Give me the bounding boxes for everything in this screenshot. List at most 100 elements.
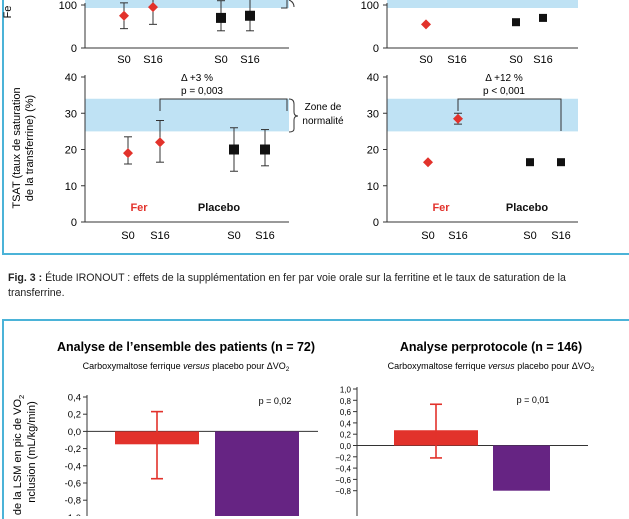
- right-panel-subtitle: Carboxymaltose ferrique versus placebo p…: [388, 361, 595, 373]
- tsat-left-normal-zone: [85, 98, 289, 132]
- zone-label-line1: Zone de: [305, 102, 342, 113]
- top-frame-left-border: [2, 0, 4, 254]
- tsat-left-y-tick-label: 20: [65, 145, 77, 157]
- tsat-left-x-tick-label: S0: [121, 230, 134, 242]
- tsat-right-y-tick-label: 10: [367, 181, 379, 193]
- right-panel-title: Analyse perprotocole (n = 146): [400, 340, 582, 354]
- ferritine-left-x-tick-label: S0: [117, 54, 130, 66]
- tsat-right-y-tick-label: 20: [367, 145, 379, 157]
- left-p-value: p = 0,02: [259, 396, 292, 406]
- vo2-perprotocol-y-tick-label: 0,2: [340, 431, 352, 440]
- figure-caption: Fig. 3 : Étude IRONOUT : effets de la su…: [8, 271, 618, 301]
- vo2-perprotocol-y-tick-label: −0,2: [335, 453, 351, 462]
- vo2-all-patients-y-tick-label: -0,6: [65, 479, 81, 490]
- vo2-all-patients-bar: [215, 431, 299, 516]
- ferritine-left-x-tick-label: S16: [143, 54, 163, 66]
- tsat-right-y-tick-label: 30: [367, 108, 379, 120]
- vo2-all-patients-y-tick-label: 0,4: [68, 393, 81, 404]
- ferritine-right-x-tick-label: S16: [533, 54, 553, 66]
- vo2-perprotocol-y-tick-label: 1,0: [340, 386, 352, 395]
- vo2-all-patients-y-tick-label: -0,2: [65, 444, 81, 455]
- left-panel-subtitle: Carboxymaltose ferrique versus placebo p…: [83, 361, 290, 373]
- tsat-right-y-tick-label: 40: [367, 72, 379, 84]
- left-p-label: p = 0,003: [181, 86, 223, 97]
- ferritine-left-placebo-point: [245, 10, 255, 21]
- top-frame-bottom-border: [2, 253, 629, 255]
- ferritine-right-placebo-point: [539, 13, 547, 22]
- vo2-all-patients-y-tick-label: 0,2: [68, 410, 81, 421]
- tsat-right-fer-point: [453, 113, 463, 124]
- ferritine-zone-brace: [288, 0, 295, 8]
- tsat-left-fer-point: [123, 148, 133, 159]
- left-group-fer-label: Fer: [130, 202, 148, 214]
- vo2-perprotocol-y-tick-label: 0,0: [340, 442, 352, 451]
- ferritine-right-x-tick-label: S0: [509, 54, 522, 66]
- ferritine-left-normal-zone: [85, 0, 289, 8]
- bottom-frame-left-border: [2, 319, 4, 519]
- vo2-axis-label-line2: nclusion (mL/kg/min): [26, 401, 38, 502]
- tsat-right-x-tick-label: S0: [523, 230, 536, 242]
- ferritine-left-placebo-point: [216, 12, 226, 23]
- tsat-right-x-tick-label: S0: [421, 230, 434, 242]
- tsat-right-x-tick-label: S16: [551, 230, 571, 242]
- tsat-left-x-tick-label: S16: [255, 230, 275, 242]
- ferritine-right-normal-zone: [387, 0, 578, 8]
- right-group-placebo-label: Placebo: [506, 202, 548, 214]
- tsat-left-y-tick-label: 40: [65, 72, 77, 84]
- tsat-left-y-tick-label: 10: [65, 181, 77, 193]
- ferritine-right-x-tick-label: S16: [447, 54, 467, 66]
- tsat-right-normal-zone: [387, 98, 578, 132]
- vo2-perprotocol-y-tick-label: −0,4: [335, 465, 351, 474]
- left-panel-title: Analyse de l’ensemble des patients (n = …: [57, 340, 315, 354]
- ferritine-right-y-tick-label: 100: [361, 0, 379, 12]
- vo2-perprotocol-y-tick-label: −0,6: [335, 476, 351, 485]
- right-group-fer-label: Fer: [432, 202, 450, 214]
- zone-brace: [288, 98, 299, 133]
- vo2-axis-label-line1: de la LSM en pic de VO2: [12, 395, 26, 515]
- vo2-perprotocol-y-tick-label: 0,8: [340, 397, 352, 406]
- right-p-label: p < 0,001: [483, 86, 525, 97]
- tsat-right-x-tick-label: S16: [448, 230, 468, 242]
- tsat-left-x-tick-label: S0: [227, 230, 240, 242]
- ferritine-right-placebo-point: [512, 18, 520, 27]
- tsat-left-placebo-point: [260, 144, 270, 155]
- left-group-placebo-label: Placebo: [198, 202, 240, 214]
- tsat-left-y-tick-label: 0: [71, 217, 77, 229]
- ferritine-left-bracket: [281, 0, 288, 9]
- vo2-perprotocol-y-tick-label: 0,6: [340, 408, 352, 417]
- vo2-perprotocol-y-tick-label: 0,4: [340, 419, 352, 428]
- tsat-right-significance-bracket: [457, 98, 562, 131]
- caption-text: Étude IRONOUT : effets de la supplémenta…: [8, 272, 566, 299]
- ferritine-left-x-tick-label: S0: [214, 54, 227, 66]
- ferritine-left-y-tick-label: 0: [71, 43, 77, 55]
- right-delta-label: Δ +12 %: [485, 73, 523, 84]
- ferritine-right-y-tick-label: 0: [373, 43, 379, 55]
- tsat-right-y-tick-label: 0: [373, 217, 379, 229]
- vo2-all-patients-y-tick-label: -0,8: [65, 496, 81, 507]
- ferritine-left-x-tick-label: S16: [240, 54, 260, 66]
- bottom-frame-top-border: [2, 319, 629, 321]
- caption-label: Fig. 3 :: [8, 272, 43, 284]
- ferritine-left-fer-point: [148, 2, 158, 13]
- tsat-left-y-tick-label: 30: [65, 108, 77, 120]
- zone-label-line2: normalité: [302, 116, 344, 127]
- tsat-left-fer-point: [155, 137, 165, 148]
- vo2-perprotocol-bar: [493, 445, 550, 491]
- ferritine-left-y-tick-label: 100: [59, 0, 77, 12]
- tsat-right-placebo-point: [557, 158, 565, 167]
- tsat-left-x-tick-label: S16: [150, 230, 170, 242]
- ferritine-right-fer-point: [421, 19, 431, 30]
- vo2-perprotocol-y-tick-label: −0,8: [335, 487, 351, 496]
- left-delta-label: Δ +3 %: [181, 73, 213, 84]
- vo2-all-patients-y-tick-label: -1,0: [65, 513, 81, 516]
- ferritine-left-fer-point: [119, 10, 129, 21]
- tsat-left-significance-bracket: [159, 98, 288, 111]
- tsat-axis-label-line1: TSAT (taux de saturation: [11, 87, 23, 208]
- vo2-all-patients-y-tick-label: 0,0: [68, 427, 81, 438]
- tsat-right-fer-point: [423, 157, 433, 168]
- vo2-all-patients-y-tick-label: -0,4: [65, 461, 81, 472]
- tsat-axis-label-line2: de la transferrine) (%): [24, 95, 36, 201]
- tsat-left-placebo-point: [229, 144, 239, 155]
